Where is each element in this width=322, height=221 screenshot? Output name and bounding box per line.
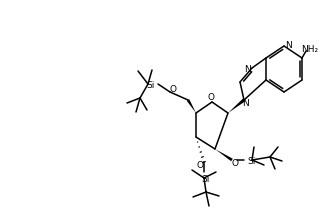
Polygon shape (228, 99, 245, 113)
Text: O: O (169, 84, 176, 93)
Text: Si: Si (147, 80, 155, 90)
Text: NH₂: NH₂ (301, 44, 318, 53)
Polygon shape (187, 99, 196, 113)
Text: O: O (232, 158, 239, 168)
Text: Si: Si (202, 175, 210, 183)
Text: N: N (245, 65, 251, 74)
Polygon shape (215, 149, 233, 161)
Text: Si: Si (248, 156, 256, 166)
Text: O: O (196, 160, 204, 170)
Text: N: N (242, 99, 249, 107)
Text: O: O (207, 93, 214, 103)
Text: N: N (286, 42, 292, 51)
